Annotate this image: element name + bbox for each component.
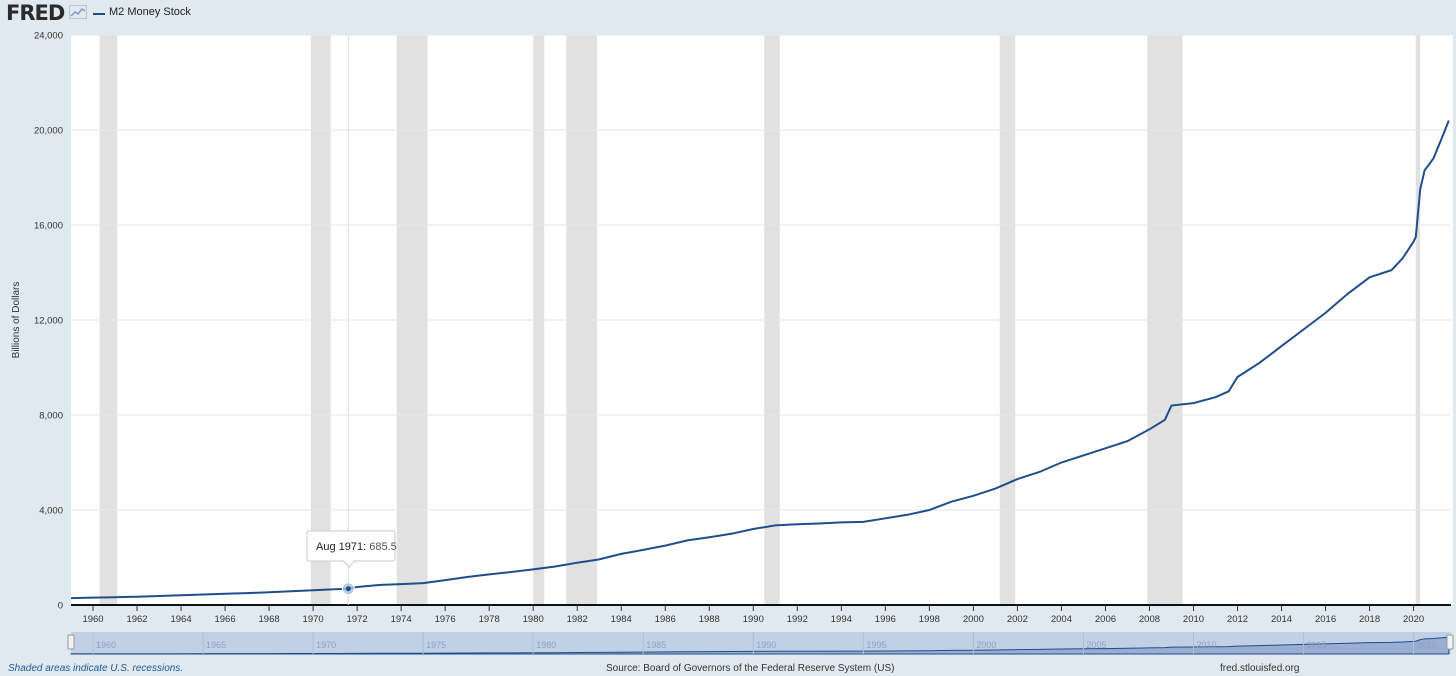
series-line-m2[interactable] [70,120,1450,600]
x-tick-label: 2004 [1051,614,1072,625]
x-tick-label: 1996 [875,614,896,625]
grid-lines [71,34,1451,511]
y-tick-label: 4,000 [39,506,63,517]
tooltip: Aug 1971: 685.5 [306,530,397,596]
x-tick-label: 1980 [523,614,544,625]
x-tick-label: 1960 [82,614,103,625]
fred-sparkline-icon [69,5,87,19]
x-tick-label: 1976 [435,614,456,625]
x-tick-label: 2002 [1007,614,1028,625]
x-tick-label: 1964 [170,614,191,625]
y-tick-label: 16,000 [34,221,63,232]
x-tick-label: 2016 [1315,614,1336,625]
navigator-ticks: 1960 1965 1970 1975 1980 1985 1990 1995 2000 2005… [92,632,1437,654]
navigator-tick-label: 2020 [1417,640,1437,650]
navigator-handle-right[interactable] [1446,634,1454,650]
navigator-tick-label: 2000 [976,640,996,650]
x-axis: 1960 1962 1964 1966 1968 1970 1972 1974 1976 1978… [71,604,1451,625]
x-tick-label: 2014 [1271,614,1292,625]
x-tick-label: 1978 [479,614,500,625]
x-tick-label: 1982 [567,614,588,625]
tooltip-pointer [342,560,356,568]
x-tick-label: 1974 [391,614,412,625]
x-tick-label: 2012 [1227,614,1248,625]
x-tick-label: 2010 [1183,614,1204,625]
navigator-series [70,636,1450,655]
x-tick-label: 1998 [919,614,940,625]
tooltip-date: Aug 1971 [316,541,363,553]
x-tick-label: 1990 [743,614,764,625]
x-tick-label: 2000 [963,614,984,625]
x-tick-label: 1988 [699,614,720,625]
y-tick-label: 12,000 [34,316,63,327]
legend-swatch [93,13,105,15]
recession-note: Shaded areas indicate U.S. recessions. [8,663,184,674]
x-tick-label: 1970 [303,614,324,625]
navigator-tick-label: 1960 [96,640,116,650]
navigator-tick-label: 1975 [426,640,446,650]
x-tick-label: 1984 [611,614,632,625]
legend-series-label[interactable]: M2 Money Stock [109,6,191,18]
y-tick-label: 8,000 [39,411,63,422]
x-tick-label: 1968 [259,614,280,625]
x-tick-label: 1966 [214,614,235,625]
y-axis-label: Billions of Dollars [11,282,22,359]
navigator-tick-label: 1990 [756,640,776,650]
navigator-tick-label: 2015 [1307,640,1327,650]
navigator-tick-label: 1980 [536,640,556,650]
navigator-tick-label: 1970 [316,640,336,650]
y-tick-label: 24,000 [34,31,63,42]
tooltip-text: Aug 1971: 685.5 [316,541,397,553]
fred-logo[interactable]: FRED [6,1,65,25]
x-tick-label: 1962 [126,614,147,625]
navigator-tick-label: 1965 [206,640,226,650]
x-tick-label: 2020 [1403,614,1424,625]
x-tick-label: 1992 [787,614,808,625]
tooltip-value: 685.5 [369,541,397,553]
x-tick-label: 1994 [831,614,852,625]
navigator-handle-left[interactable] [67,634,75,650]
navigator-tick-label: 2010 [1196,640,1216,650]
tooltip-dot [345,586,351,592]
chart-header: FRED M2 Money Stock [0,0,1456,28]
x-tick-label: 2008 [1139,614,1160,625]
source-note: Source: Board of Governors of the Federa… [606,663,895,674]
y-axis: 0 4,000 8,000 12,000 16,000 20,000 24,000 [34,31,63,612]
x-tick-label: 1986 [655,614,676,625]
range-navigator[interactable]: 1960 1965 1970 1975 1980 1985 1990 1995 2000 2005… [67,632,1454,655]
source-url[interactable]: fred.stlouisfed.org [1220,663,1300,674]
y-tick-label: 0 [58,601,63,612]
navigator-tick-label: 2005 [1086,640,1106,650]
navigator-tick-label: 1985 [646,640,666,650]
x-tick-label: 2018 [1359,614,1380,625]
navigator-tick-label: 1995 [866,640,886,650]
x-tick-label: 2006 [1095,614,1116,625]
y-tick-label: 20,000 [34,126,63,137]
x-tick-label: 1972 [347,614,368,625]
